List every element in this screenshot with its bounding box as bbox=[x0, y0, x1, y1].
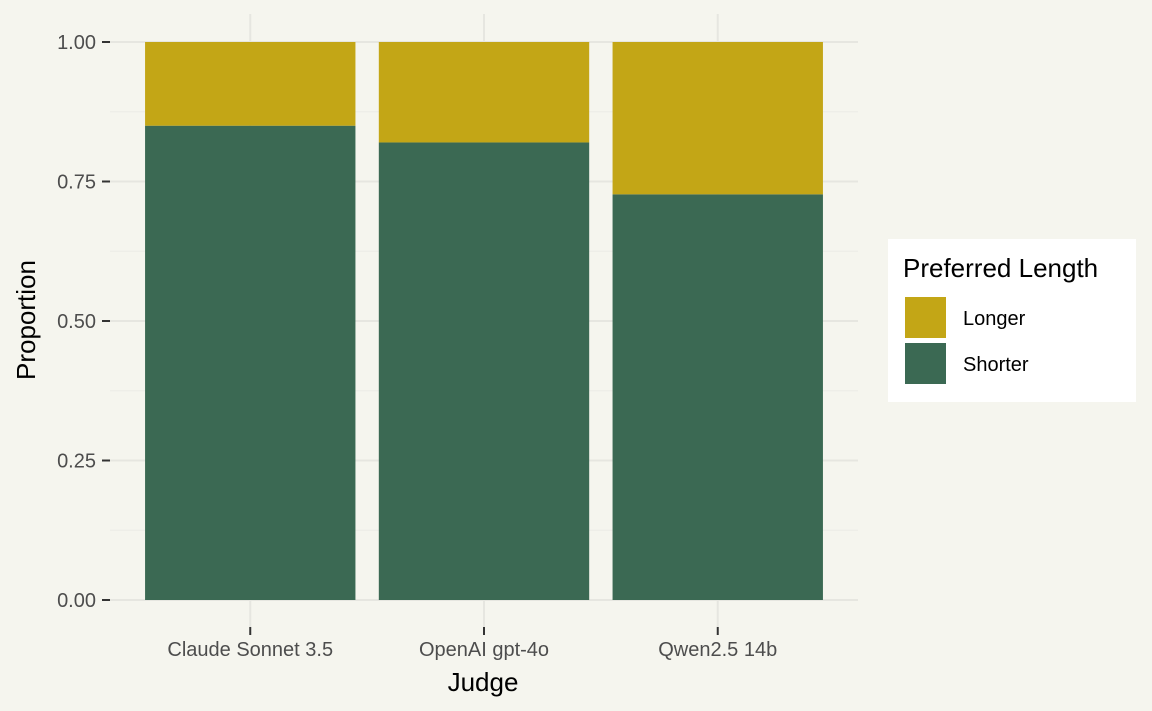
x-tick-label: Claude Sonnet 3.5 bbox=[167, 639, 333, 661]
legend-title: Preferred Length bbox=[903, 253, 1098, 283]
y-tick-label: 0.75 bbox=[57, 172, 96, 194]
x-tick-label: Qwen2.5 14b bbox=[658, 639, 777, 661]
legend: Preferred Length Longer Shorter bbox=[888, 239, 1136, 402]
legend-label-longer: Longer bbox=[963, 308, 1026, 330]
legend-swatch-shorter bbox=[905, 343, 946, 384]
bar-longer-2 bbox=[378, 42, 590, 143]
x-axis: Claude Sonnet 3.5 OpenAI gpt-4o Qwen2.5 14… bbox=[167, 627, 777, 661]
legend-label-shorter: Shorter bbox=[963, 354, 1029, 376]
x-tick-label: OpenAI gpt-4o bbox=[419, 639, 549, 661]
bar-shorter-3 bbox=[612, 194, 823, 601]
bar-shorter-2 bbox=[378, 142, 590, 600]
bar-longer-1 bbox=[145, 42, 356, 126]
bar-shorter-1 bbox=[145, 125, 356, 600]
y-tick-label: 0.50 bbox=[57, 311, 96, 333]
bars bbox=[145, 42, 823, 601]
bar-longer-3 bbox=[612, 42, 823, 195]
y-tick-label: 1.00 bbox=[57, 32, 96, 54]
y-axis: 0.00 0.25 0.50 0.75 1.00 bbox=[57, 32, 110, 612]
y-axis-title: Proportion bbox=[11, 260, 41, 380]
legend-swatch-longer bbox=[905, 297, 946, 338]
y-tick-label: 0.00 bbox=[57, 590, 96, 612]
y-tick-label: 0.25 bbox=[57, 451, 96, 473]
x-axis-title: Judge bbox=[448, 667, 519, 697]
legend-items: Longer Shorter bbox=[905, 297, 1029, 384]
